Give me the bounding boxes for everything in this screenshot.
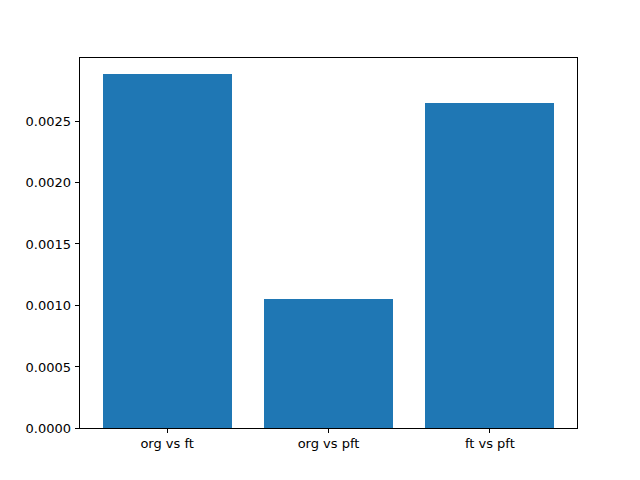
y-axis-tick-mark <box>75 428 79 429</box>
y-axis-tick-label: 0.0015 <box>26 237 72 250</box>
bar-org-vs-ft <box>103 74 232 428</box>
bar-org-vs-pft <box>264 299 393 428</box>
bar-ft-vs-pft <box>425 103 554 428</box>
y-axis-tick-mark <box>75 121 79 122</box>
y-axis-tick-label: 0.0000 <box>26 422 72 435</box>
y-axis-tick-mark <box>75 243 79 244</box>
y-axis-tick-label: 0.0010 <box>26 299 72 312</box>
y-axis-tick-mark <box>75 182 79 183</box>
x-axis-tick-mark <box>167 429 168 433</box>
y-axis-tick-label: 0.0005 <box>26 360 72 373</box>
y-axis-tick-label: 0.0025 <box>26 115 72 128</box>
figure: 0.0000 0.0005 0.0010 0.0015 0.0020 0.0025 org … <box>0 0 640 480</box>
x-axis-tick-mark <box>328 429 329 433</box>
y-axis-tick-mark <box>75 305 79 306</box>
x-axis-tick-mark <box>489 429 490 433</box>
x-axis-tick-label-ft-vs-pft: ft vs pft <box>465 437 515 450</box>
plot-area: 0.00000.00050.00100.00150.00200.0025org … <box>79 57 578 429</box>
x-axis-tick-label-org-vs-ft: org vs ft <box>140 437 194 450</box>
x-axis-tick-label-org-vs-pft: org vs pft <box>298 437 360 450</box>
y-axis-tick-mark <box>75 366 79 367</box>
y-axis-tick-label: 0.0020 <box>26 176 72 189</box>
